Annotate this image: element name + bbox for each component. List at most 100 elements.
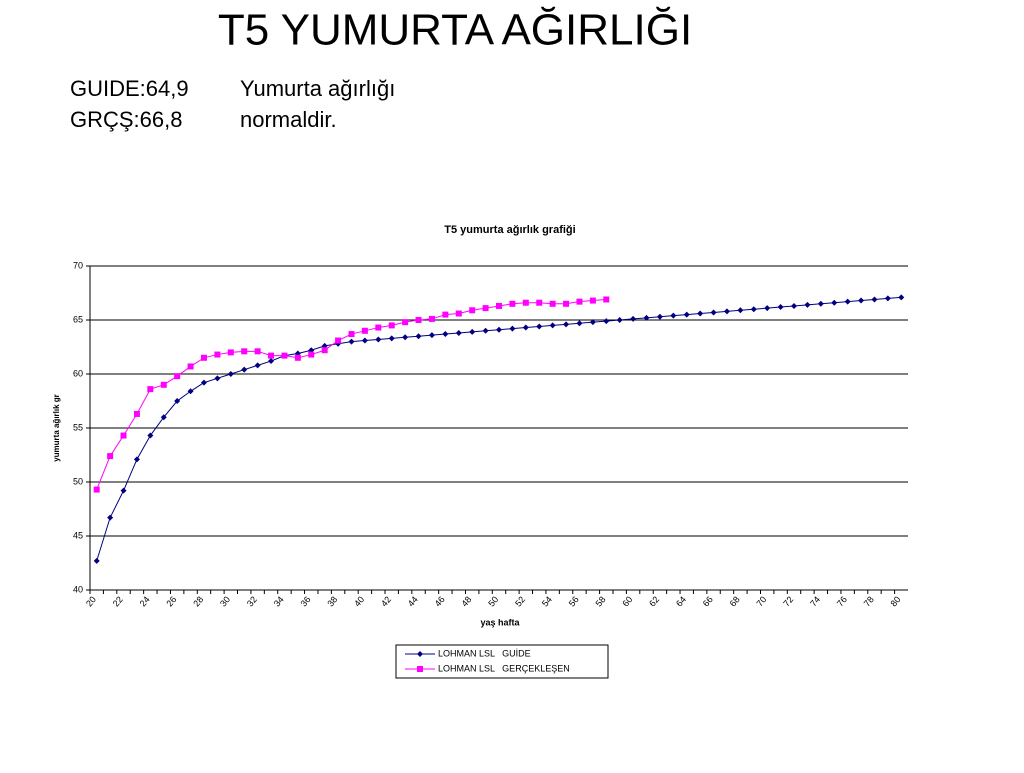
x-tick-label: 50	[486, 594, 500, 608]
data-point	[375, 324, 382, 331]
data-point	[522, 299, 529, 306]
slide-title: T5 YUMURTA AĞIRLIĞI	[218, 6, 692, 55]
data-point	[469, 307, 476, 314]
data-point	[375, 336, 382, 343]
data-point	[415, 317, 422, 323]
data-point	[469, 328, 476, 335]
data-point	[589, 297, 596, 304]
data-point	[268, 358, 275, 365]
data-point	[442, 331, 449, 338]
x-tick-label: 22	[111, 594, 125, 608]
series-line	[96, 296, 902, 561]
data-point	[898, 294, 905, 301]
x-tick-label: 76	[835, 594, 849, 608]
data-point	[254, 362, 261, 369]
data-point	[93, 557, 100, 564]
x-tick-label: 52	[513, 594, 527, 608]
note-text: normaldir.	[240, 107, 337, 132]
data-point	[160, 381, 167, 388]
data-point	[630, 315, 637, 322]
x-tick-label: 74	[808, 594, 822, 608]
data-point	[187, 388, 194, 395]
x-tick-label: 64	[674, 594, 688, 608]
data-point	[187, 363, 194, 370]
data-point	[589, 319, 596, 326]
y-tick-label: 60	[73, 368, 83, 378]
data-point	[428, 315, 435, 322]
data-point	[536, 323, 543, 330]
data-point	[777, 304, 784, 311]
data-point	[549, 322, 556, 329]
note-text: Yumurta ağırlığı	[240, 76, 395, 101]
data-point	[107, 514, 114, 521]
x-tick-label: 34	[272, 594, 286, 608]
data-point	[241, 348, 248, 355]
data-point	[388, 322, 395, 329]
data-point	[616, 317, 623, 323]
data-point	[133, 456, 140, 463]
data-point	[361, 327, 368, 334]
y-tick-label: 70	[73, 260, 83, 270]
data-point	[482, 327, 489, 334]
x-tick-label: 68	[728, 594, 742, 608]
y-axis-label: yumurta ağırlık gr	[52, 394, 61, 462]
data-point	[107, 453, 114, 460]
data-point	[200, 379, 207, 386]
legend-marker	[417, 651, 423, 657]
data-point	[643, 314, 650, 321]
data-point	[522, 324, 529, 331]
x-tick-label: 28	[191, 594, 205, 608]
data-point	[455, 329, 462, 336]
y-tick-label: 45	[73, 530, 83, 540]
data-point	[817, 300, 824, 307]
data-point	[308, 351, 315, 358]
data-point	[147, 386, 154, 393]
note-text: GRÇŞ:66,8	[70, 107, 183, 132]
data-point	[576, 320, 583, 327]
data-point	[563, 300, 570, 307]
data-point	[496, 302, 502, 309]
data-point	[656, 313, 663, 320]
data-point	[214, 375, 221, 382]
x-tick-label: 60	[620, 594, 634, 608]
data-point	[174, 398, 181, 404]
data-point	[415, 333, 422, 340]
legend-box	[395, 644, 609, 679]
data-point	[844, 298, 851, 305]
data-point	[321, 347, 328, 354]
series-line	[96, 298, 607, 490]
x-tick-label: 44	[406, 594, 420, 608]
x-tick-label: 46	[433, 594, 447, 608]
data-point	[227, 371, 234, 377]
data-point	[402, 319, 409, 326]
x-tick-label: 26	[164, 594, 178, 608]
data-point	[160, 414, 167, 421]
x-tick-label: 78	[862, 594, 876, 608]
data-point	[402, 334, 409, 341]
data-point	[723, 308, 730, 315]
data-point	[603, 296, 610, 303]
x-tick-label: 54	[540, 594, 554, 608]
data-point	[241, 366, 248, 373]
note-text: GUIDE:64,9	[70, 76, 189, 101]
data-point	[697, 310, 704, 317]
data-point	[335, 337, 342, 344]
data-point	[254, 348, 261, 355]
data-point	[442, 311, 449, 318]
legend-label: LOHMAN LSL GUİDE	[438, 648, 531, 658]
data-point	[670, 312, 677, 319]
data-point	[804, 301, 811, 308]
data-point	[831, 299, 838, 306]
data-point	[294, 354, 301, 361]
data-point	[509, 300, 516, 307]
data-point	[858, 297, 865, 304]
x-tick-label: 20	[84, 594, 98, 608]
data-point	[496, 326, 502, 333]
data-point	[120, 432, 127, 439]
x-tick-label: 80	[889, 594, 903, 608]
x-tick-label: 32	[245, 594, 259, 608]
x-tick-label: 38	[325, 594, 339, 608]
data-point	[361, 337, 368, 344]
legend-marker	[417, 666, 423, 672]
data-point	[174, 373, 181, 380]
